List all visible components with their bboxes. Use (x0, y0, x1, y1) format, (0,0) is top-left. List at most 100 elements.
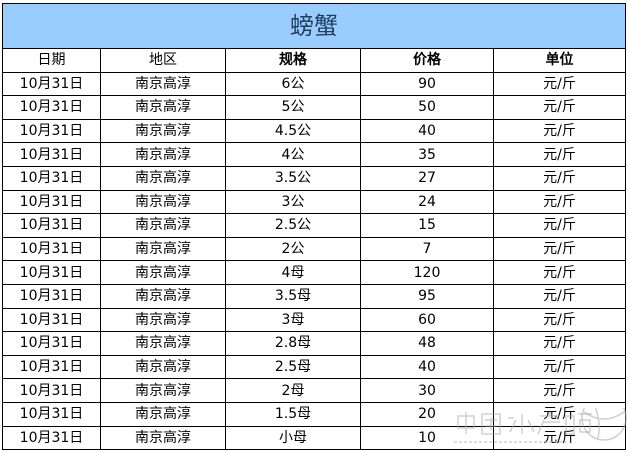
cell-spec: 6公 (225, 71, 361, 97)
table-row: 10月31日 南京高淳 2.5公 15 元/斤 (2, 213, 627, 238)
table-title: 螃蟹 (1, 3, 627, 49)
table-row: 10月31日 南京高淳 6公 90 元/斤 (2, 71, 627, 97)
cell-region: 南京高淳 (100, 165, 226, 191)
cell-unit: 元/斤 (492, 236, 627, 262)
header-region: 地区 (100, 48, 226, 73)
cell-unit: 元/斤 (492, 260, 627, 285)
table-row: 10月31日 南京高淳 3公 24 元/斤 (2, 189, 627, 215)
cell-unit: 元/斤 (492, 354, 627, 380)
cell-date: 10月31日 (2, 95, 101, 120)
cell-price: 27 (360, 165, 494, 191)
cell-date: 10月31日 (2, 260, 101, 285)
cell-unit: 元/斤 (492, 142, 627, 167)
cell-price: 120 (360, 260, 494, 285)
cell-price: 20 (360, 401, 494, 427)
cell-price: 40 (360, 354, 494, 380)
cell-price: 95 (360, 283, 494, 309)
cell-price: 60 (360, 307, 494, 333)
cell-date: 10月31日 (2, 331, 101, 356)
cell-unit: 元/斤 (492, 283, 627, 309)
cell-unit: 元/斤 (492, 118, 627, 144)
cell-region: 南京高淳 (100, 236, 226, 262)
cell-region: 南京高淳 (100, 142, 226, 167)
cell-region: 南京高淳 (100, 189, 226, 215)
table-row: 10月31日 南京高淳 3.5公 27 元/斤 (2, 165, 627, 191)
cell-price: 7 (360, 236, 494, 262)
cell-price: 50 (360, 95, 494, 120)
cell-spec: 小母 (225, 425, 361, 451)
header-price: 价格 (360, 48, 494, 73)
table-row: 10月31日 南京高淳 3.5母 95 元/斤 (2, 283, 627, 309)
cell-date: 10月31日 (2, 236, 101, 262)
cell-price: 35 (360, 142, 494, 167)
cell-spec: 4.5公 (225, 118, 361, 144)
cell-date: 10月31日 (2, 307, 101, 333)
table-row: 10月31日 南京高淳 3母 60 元/斤 (2, 307, 627, 333)
cell-spec: 4公 (225, 142, 361, 167)
cell-unit: 元/斤 (492, 378, 627, 403)
table-row: 10月31日 南京高淳 2母 30 元/斤 (2, 378, 627, 403)
cell-region: 南京高淳 (100, 354, 226, 380)
table-row: 10月31日 南京高淳 4母 120 元/斤 (2, 260, 627, 285)
cell-price: 90 (360, 71, 494, 97)
cell-spec: 2母 (225, 378, 361, 403)
cell-date: 10月31日 (2, 142, 101, 167)
cell-date: 10月31日 (2, 165, 101, 191)
cell-unit: 元/斤 (492, 307, 627, 333)
cell-region: 南京高淳 (100, 213, 226, 238)
cell-spec: 2公 (225, 236, 361, 262)
header-date: 日期 (2, 48, 101, 73)
cell-unit: 元/斤 (492, 165, 627, 191)
header-unit: 单位 (492, 48, 627, 73)
cell-unit: 元/斤 (492, 189, 627, 215)
cell-spec: 5公 (225, 95, 361, 120)
table-row: 10月31日 南京高淳 4公 35 元/斤 (2, 142, 627, 167)
cell-date: 10月31日 (2, 401, 101, 427)
cell-date: 10月31日 (2, 378, 101, 403)
table-row: 10月31日 南京高淳 小母 10 元/斤 (2, 425, 627, 451)
cell-date: 10月31日 (2, 189, 101, 215)
cell-date: 10月31日 (2, 118, 101, 144)
table-row: 10月31日 南京高淳 5公 50 元/斤 (2, 95, 627, 120)
cell-spec: 2.5母 (225, 354, 361, 380)
cell-region: 南京高淳 (100, 71, 226, 97)
cell-price: 15 (360, 213, 494, 238)
cell-region: 南京高淳 (100, 425, 226, 451)
cell-unit: 元/斤 (492, 95, 627, 120)
cell-price: 48 (360, 331, 494, 356)
cell-unit: 元/斤 (492, 213, 627, 238)
cell-date: 10月31日 (2, 71, 101, 97)
cell-spec: 3.5公 (225, 165, 361, 191)
table-row: 10月31日 南京高淳 4.5公 40 元/斤 (2, 118, 627, 144)
cell-date: 10月31日 (2, 283, 101, 309)
cell-price: 10 (360, 425, 494, 451)
cell-region: 南京高淳 (100, 401, 226, 427)
table-row: 10月31日 南京高淳 2.5母 40 元/斤 (2, 354, 627, 380)
cell-price: 24 (360, 189, 494, 215)
cell-region: 南京高淳 (100, 307, 226, 333)
cell-spec: 3公 (225, 189, 361, 215)
cell-unit: 元/斤 (492, 71, 627, 97)
price-table: 螃蟹 日期 地区 规格 价格 单位 10月31日 南京高淳 6公 90 元/斤 10月31… (1, 3, 627, 451)
cell-region: 南京高淳 (100, 378, 226, 403)
table-row: 10月31日 南京高淳 1.5母 20 元/斤 (2, 401, 627, 427)
cell-unit: 元/斤 (492, 331, 627, 356)
cell-region: 南京高淳 (100, 331, 226, 356)
cell-unit: 元/斤 (492, 401, 627, 427)
cell-spec: 2.8母 (225, 331, 361, 356)
cell-spec: 4母 (225, 260, 361, 285)
cell-spec: 3.5母 (225, 283, 361, 309)
cell-price: 40 (360, 118, 494, 144)
cell-spec: 2.5公 (225, 213, 361, 238)
cell-region: 南京高淳 (100, 118, 226, 144)
cell-date: 10月31日 (2, 213, 101, 238)
cell-date: 10月31日 (2, 425, 101, 451)
cell-region: 南京高淳 (100, 283, 226, 309)
cell-price: 30 (360, 378, 494, 403)
cell-region: 南京高淳 (100, 260, 226, 285)
table-row: 10月31日 南京高淳 2公 7 元/斤 (2, 236, 627, 262)
table-row: 10月31日 南京高淳 2.8母 48 元/斤 (2, 331, 627, 356)
cell-region: 南京高淳 (100, 95, 226, 120)
cell-unit: 元/斤 (492, 425, 627, 451)
header-spec: 规格 (225, 48, 361, 73)
